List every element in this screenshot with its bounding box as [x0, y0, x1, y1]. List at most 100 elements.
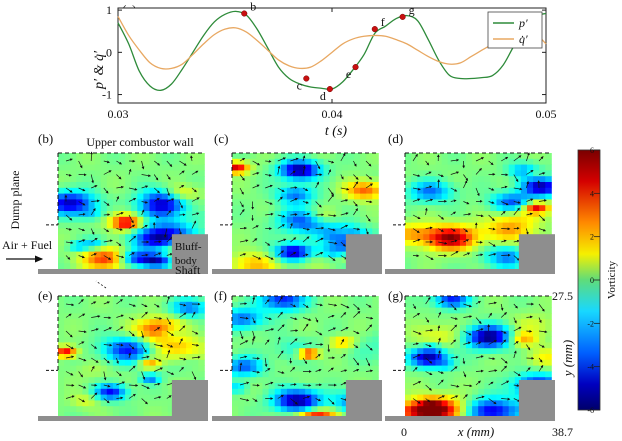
velocity-vector	[365, 214, 371, 222]
field-cell	[335, 365, 343, 372]
field-cell	[173, 307, 181, 314]
velocity-vector	[154, 316, 163, 320]
field-cell	[119, 365, 126, 372]
field-cell	[232, 199, 239, 206]
field-cell	[155, 187, 163, 194]
velocity-vector	[437, 379, 444, 386]
field-cell	[484, 377, 491, 384]
field-cell	[441, 313, 449, 320]
field-cell	[317, 394, 324, 401]
velocity-vector	[315, 317, 319, 323]
field-cell	[323, 257, 330, 264]
field-cell	[232, 182, 239, 189]
field-cell	[238, 228, 245, 235]
field-cell	[280, 383, 288, 390]
field-cell	[58, 216, 65, 223]
field-cell	[305, 263, 312, 270]
field-cell	[186, 170, 193, 177]
velocity-vector	[450, 199, 457, 203]
field-cell	[274, 319, 282, 326]
velocity-vector	[513, 317, 517, 324]
field-cell	[125, 216, 132, 223]
velocity-vector	[463, 303, 472, 308]
field-cell	[484, 251, 491, 258]
field-cell	[490, 187, 497, 194]
field-cell	[119, 228, 126, 235]
field-cell	[125, 263, 132, 270]
field-cell	[435, 319, 442, 326]
field-cell	[329, 307, 337, 314]
field-cell	[496, 342, 503, 349]
field-cell	[70, 199, 77, 206]
field-cell	[94, 176, 102, 183]
velocity-vector	[526, 170, 534, 175]
field-cell	[423, 245, 430, 252]
field-cell	[256, 211, 263, 218]
field-cell	[317, 153, 324, 160]
field-cell	[520, 348, 528, 355]
field-cell	[137, 158, 144, 165]
field-cell	[149, 176, 156, 183]
field-cell	[149, 394, 156, 401]
field-cell	[478, 325, 485, 332]
field-cell	[293, 153, 300, 160]
field-cell	[335, 193, 343, 200]
field-cell	[372, 193, 379, 200]
field-cell	[161, 354, 169, 361]
field-cell	[405, 176, 412, 183]
velocity-vector	[475, 328, 484, 332]
field-cell	[64, 153, 71, 160]
field-cell	[341, 307, 349, 314]
field-cell	[232, 307, 239, 314]
field-cell	[508, 153, 516, 160]
field-cell	[354, 182, 361, 189]
velocity-vector	[65, 313, 72, 318]
field-cell	[347, 164, 355, 171]
field-cell	[58, 158, 65, 165]
field-cell	[317, 205, 324, 212]
velocity-vector	[116, 185, 124, 189]
field-cell	[329, 176, 337, 183]
field-cell	[88, 216, 95, 223]
field-cell	[360, 371, 367, 378]
field-cell	[347, 365, 355, 372]
field-cell	[125, 176, 132, 183]
field-cell	[447, 211, 455, 218]
field-cell	[256, 301, 263, 308]
field-cell	[527, 228, 534, 235]
field-cell	[293, 388, 300, 395]
field-cell	[64, 296, 71, 303]
field-cell	[262, 348, 269, 355]
field-cell	[76, 371, 83, 378]
field-cell	[329, 348, 337, 355]
field-cell	[286, 342, 294, 349]
field-cell	[508, 216, 516, 223]
field-cell	[502, 164, 510, 171]
field-cell	[137, 296, 144, 303]
vorticity-panel	[385, 295, 555, 421]
field-cell	[527, 176, 534, 183]
field-cell	[453, 234, 461, 241]
field-cell	[539, 359, 546, 366]
field-cell	[155, 359, 163, 366]
field-cell	[167, 187, 175, 194]
field-cell	[100, 348, 108, 355]
field-cell	[232, 336, 239, 343]
field-cell	[502, 354, 510, 361]
field-cell	[329, 412, 337, 419]
field-cell	[360, 342, 367, 349]
field-cell	[125, 211, 132, 218]
velocity-vector	[450, 239, 458, 243]
field-cell	[502, 263, 510, 270]
velocity-vector	[315, 398, 322, 402]
field-cell	[88, 257, 95, 264]
field-cell	[131, 216, 138, 223]
marker-label-f: f	[381, 15, 385, 29]
field-cell	[250, 307, 257, 314]
velocity-vector	[475, 355, 484, 359]
field-cell	[299, 296, 306, 303]
field-cell	[502, 406, 510, 413]
field-cell	[112, 330, 120, 337]
velocity-vector	[315, 330, 323, 336]
